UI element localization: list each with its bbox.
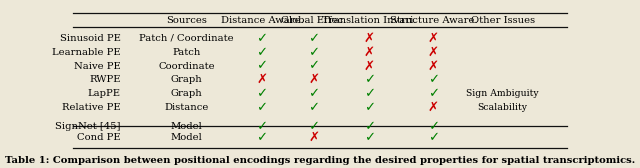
Text: ✓: ✓ xyxy=(364,101,375,114)
Text: LapPE: LapPE xyxy=(88,89,121,98)
Text: ✓: ✓ xyxy=(257,87,268,100)
Text: Graph: Graph xyxy=(170,75,202,84)
Text: Learnable PE: Learnable PE xyxy=(52,48,121,57)
Text: Graph: Graph xyxy=(170,89,202,98)
Text: ✓: ✓ xyxy=(428,73,439,86)
Text: Coordinate: Coordinate xyxy=(158,61,214,71)
Text: ✓: ✓ xyxy=(308,87,319,100)
Text: Structure Aware.: Structure Aware. xyxy=(390,16,477,25)
Text: ✗: ✗ xyxy=(257,73,268,86)
Text: Relative PE: Relative PE xyxy=(62,103,121,112)
Text: Model: Model xyxy=(170,122,202,131)
Text: Sign Ambiguity: Sign Ambiguity xyxy=(467,89,539,98)
Text: ✓: ✓ xyxy=(308,46,319,59)
Text: ✗: ✗ xyxy=(428,32,439,45)
Text: Distance Aware.: Distance Aware. xyxy=(221,16,303,25)
Text: Translation Invari.: Translation Invari. xyxy=(322,16,417,25)
Text: ✓: ✓ xyxy=(364,131,375,144)
Text: ✓: ✓ xyxy=(308,120,319,133)
Text: Patch: Patch xyxy=(172,48,200,57)
Text: ✗: ✗ xyxy=(364,46,375,59)
Text: ✗: ✗ xyxy=(308,73,319,86)
Text: ✓: ✓ xyxy=(428,131,439,144)
Text: Model: Model xyxy=(170,133,202,142)
Text: Distance: Distance xyxy=(164,103,209,112)
Text: ✗: ✗ xyxy=(364,32,375,45)
Text: ✓: ✓ xyxy=(364,87,375,100)
Text: ✓: ✓ xyxy=(257,131,268,144)
Text: RWPE: RWPE xyxy=(89,75,121,84)
Text: ✗: ✗ xyxy=(428,59,439,73)
Text: ✓: ✓ xyxy=(257,101,268,114)
Text: ✓: ✓ xyxy=(257,120,268,133)
Text: ✗: ✗ xyxy=(428,46,439,59)
Text: Patch / Coordinate: Patch / Coordinate xyxy=(139,34,234,43)
Text: ✗: ✗ xyxy=(364,59,375,73)
Text: ✗: ✗ xyxy=(308,131,319,144)
Text: Scalability: Scalability xyxy=(477,103,527,112)
Text: ✓: ✓ xyxy=(308,32,319,45)
Text: Table 1: Comparison between positional encodings regarding the desired propertie: Table 1: Comparison between positional e… xyxy=(5,156,635,165)
Text: Cond PE: Cond PE xyxy=(77,133,121,142)
Text: ✓: ✓ xyxy=(428,87,439,100)
Text: Naive PE: Naive PE xyxy=(74,61,121,71)
Text: Other Issues: Other Issues xyxy=(470,16,534,25)
Text: ✓: ✓ xyxy=(364,73,375,86)
Text: Global Effec.: Global Effec. xyxy=(282,16,347,25)
Text: ✗: ✗ xyxy=(428,101,439,114)
Text: Sources: Sources xyxy=(166,16,207,25)
Text: ✓: ✓ xyxy=(257,46,268,59)
Text: ✓: ✓ xyxy=(257,32,268,45)
Text: SignNet [45]: SignNet [45] xyxy=(55,122,121,131)
Text: ✓: ✓ xyxy=(428,120,439,133)
Text: ✓: ✓ xyxy=(308,59,319,73)
Text: ✓: ✓ xyxy=(364,120,375,133)
Text: ✓: ✓ xyxy=(308,101,319,114)
Text: Sinusoid PE: Sinusoid PE xyxy=(60,34,121,43)
Text: ✓: ✓ xyxy=(257,59,268,73)
